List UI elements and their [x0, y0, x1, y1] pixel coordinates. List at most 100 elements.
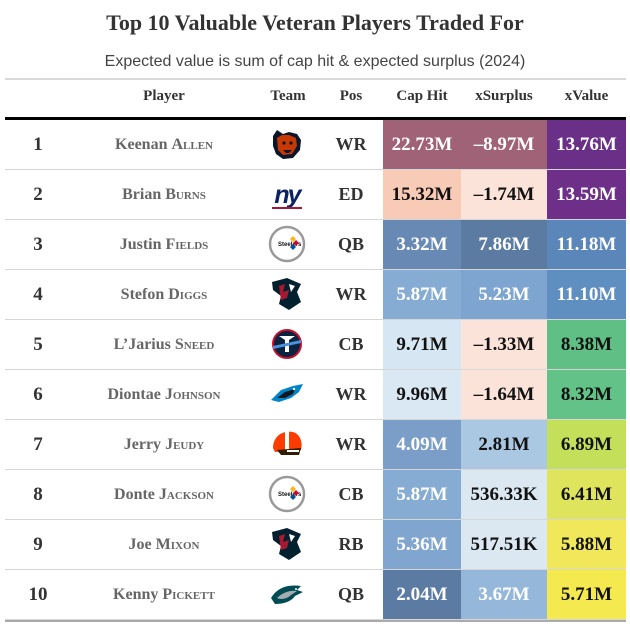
table-row: 7 Jerry Jeudy WR 4.09M 2.81M 6.89M — [5, 420, 626, 470]
xvalue-cell: 11.18M — [547, 220, 626, 269]
position-cell: CB — [338, 484, 364, 504]
xvalue-cell: 8.32M — [547, 370, 626, 419]
header-player: Player — [143, 88, 185, 104]
xvalue-cell: 6.41M — [547, 470, 626, 519]
rank-cell: 5 — [33, 334, 43, 355]
xsurplus-cell: 536.33K — [461, 470, 547, 519]
player-last-name: Burns — [165, 186, 206, 203]
players-table: Player Team Pos Cap Hit xSurplus xValue … — [5, 78, 626, 622]
player-name-cell: Donte Jackson — [71, 470, 257, 519]
xsurplus-cell: 3.67M — [461, 570, 547, 619]
xvalue-cell: 13.59M — [547, 170, 626, 219]
player-last-name: Allen — [171, 136, 213, 153]
table-row: 10 Kenny Pickett QB 2.04M 3.67M 5.71M — [5, 570, 626, 620]
player-first-name: L’Jarius — [113, 336, 171, 353]
player-last-name: Jeudy — [165, 436, 205, 453]
svg-text:ny: ny — [274, 181, 302, 209]
player-name-cell: Joe Mixon — [71, 520, 257, 569]
cap-hit-cell: 9.71M — [383, 320, 461, 369]
rank-cell: 8 — [33, 484, 43, 505]
rank-cell: 10 — [28, 584, 48, 605]
table-subtitle: Expected value is sum of cap hit & expec… — [104, 53, 526, 70]
steelers-logo-icon: Steelers — [267, 474, 307, 515]
cap-hit-cell: 3.32M — [383, 220, 461, 269]
xsurplus-cell: 5.23M — [461, 270, 547, 319]
bears-logo-icon — [267, 124, 307, 165]
player-last-name: Johnson — [164, 386, 221, 403]
position-cell: QB — [337, 584, 364, 604]
player-first-name: Brian — [122, 186, 162, 203]
eagles-logo-icon — [267, 574, 307, 615]
table-row: 9 Joe Mixon RB 5.36M 517.51K 5.88M — [5, 520, 626, 570]
player-last-name: Fields — [165, 236, 209, 253]
header-xsurplus: xSurplus — [475, 88, 533, 104]
player-name-cell: Keenan Allen — [71, 120, 257, 169]
table-row: 1 Keenan Allen WR 22.73M –8.97M 13.76M — [5, 120, 626, 170]
xsurplus-cell: –1.74M — [461, 170, 547, 219]
position-cell: WR — [335, 134, 367, 154]
xsurplus-cell: 2.81M — [461, 420, 547, 469]
player-name-cell: Justin Fields — [71, 220, 257, 269]
table-row: 5 L’Jarius Sneed CB 9.71M –1.33M 8.38M — [5, 320, 626, 370]
header-team: Team — [270, 88, 306, 104]
header-cap-hit: Cap Hit — [396, 88, 448, 104]
cap-hit-cell: 9.96M — [383, 370, 461, 419]
player-last-name: Sneed — [174, 336, 215, 353]
table-row: 2 Brian Burns ny ED 15.32M –1.74M 13.59M — [5, 170, 626, 220]
cap-hit-cell: 22.73M — [383, 120, 461, 169]
position-cell: RB — [338, 534, 364, 554]
player-name-cell: Stefon Diggs — [71, 270, 257, 319]
table-row: 4 Stefon Diggs WR 5.87M 5.23M 11.10M — [5, 270, 626, 320]
cap-hit-cell: 5.87M — [383, 270, 461, 319]
steelers-logo-icon: Steelers — [267, 224, 307, 265]
player-first-name: Diontae — [107, 386, 161, 403]
player-first-name: Stefon — [120, 286, 165, 303]
position-cell: QB — [337, 234, 364, 254]
player-name-cell: Kenny Pickett — [71, 570, 257, 619]
position-cell: WR — [335, 284, 367, 304]
player-first-name: Keenan — [115, 136, 168, 153]
xsurplus-cell: 517.51K — [461, 520, 547, 569]
position-cell: ED — [338, 184, 364, 204]
cap-hit-cell: 5.87M — [383, 470, 461, 519]
browns-logo-icon — [267, 424, 307, 465]
xsurplus-cell: –1.33M — [461, 320, 547, 369]
table-body: 1 Keenan Allen WR 22.73M –8.97M 13.76M 2 Brian … — [5, 120, 626, 620]
texans-logo-icon — [267, 274, 307, 315]
xvalue-cell: 5.88M — [547, 520, 626, 569]
panthers-logo-icon — [267, 374, 307, 415]
player-name-cell: L’Jarius Sneed — [71, 320, 257, 369]
xvalue-cell: 13.76M — [547, 120, 626, 169]
cap-hit-cell: 5.36M — [383, 520, 461, 569]
rank-cell: 1 — [33, 134, 43, 155]
rank-cell: 6 — [33, 384, 43, 405]
xvalue-cell: 8.38M — [547, 320, 626, 369]
header-rule — [5, 117, 626, 120]
table-header: Player Team Pos Cap Hit xSurplus xValue — [5, 78, 626, 117]
cap-hit-cell: 4.09M — [383, 420, 461, 469]
rank-cell: 9 — [33, 534, 43, 555]
player-name-cell: Brian Burns — [71, 170, 257, 219]
xsurplus-cell: 7.86M — [461, 220, 547, 269]
xsurplus-cell: –1.64M — [461, 370, 547, 419]
rank-cell: 3 — [33, 234, 43, 255]
player-last-name: Pickett — [162, 586, 215, 603]
rank-cell: 7 — [33, 434, 43, 455]
cap-hit-cell: 2.04M — [383, 570, 461, 619]
bottom-rule — [5, 620, 626, 622]
position-cell: WR — [335, 384, 367, 404]
player-last-name: Jackson — [158, 486, 214, 503]
titans-logo-icon — [267, 324, 307, 365]
rank-cell: 2 — [33, 184, 43, 205]
position-cell: CB — [338, 334, 364, 354]
table-title: Top 10 Valuable Veteran Players Traded F… — [106, 10, 524, 35]
texans-logo-icon — [267, 524, 307, 565]
player-first-name: Jerry — [123, 436, 162, 453]
player-first-name: Kenny — [113, 586, 159, 603]
svg-text:Steelers: Steelers — [278, 492, 302, 498]
table-row: 6 Diontae Johnson WR 9.96M –1.64M 8.32M — [5, 370, 626, 420]
table-row: 3 Justin Fields Steelers QB 3.32M 7.86M 11.18M — [5, 220, 626, 270]
svg-text:Steelers: Steelers — [278, 242, 302, 248]
xsurplus-cell: –8.97M — [461, 120, 547, 169]
